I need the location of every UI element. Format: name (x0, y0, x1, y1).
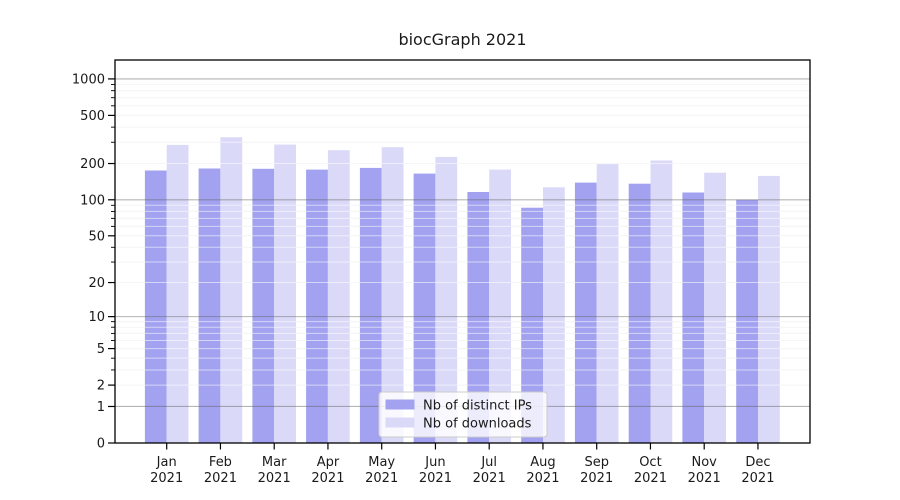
x-tick-label-year-feb: 2021 (204, 471, 237, 486)
x-tick-label-year-apr: 2021 (311, 471, 344, 486)
x-tick-label-month-jul: Jul (480, 455, 497, 470)
bar-downloads-jan (166, 144, 189, 443)
bar-downloads-apr (327, 150, 350, 443)
y-tick-label-20: 20 (88, 276, 105, 291)
y-tick-label-0: 0 (97, 437, 105, 452)
bar-downloads-aug (543, 187, 565, 443)
bar-distinct-ips-sep (574, 182, 597, 443)
x-tick-label-year-jun: 2021 (419, 471, 452, 486)
x-tick-label-month-may: May (368, 455, 395, 470)
y-tick-label-100: 100 (80, 193, 105, 208)
y-tick-label-500: 500 (80, 109, 105, 124)
x-tick-label-month-feb: Feb (209, 455, 232, 470)
bar-downloads-feb (220, 137, 243, 443)
bar-distinct-ips-oct (628, 183, 651, 443)
bar-distinct-ips-jun (413, 173, 436, 443)
legend-label-distinct-ips: Nb of distinct IPs (423, 399, 532, 414)
x-tick-label-month-jan: Jan (156, 455, 177, 470)
x-tick-label-year-mar: 2021 (258, 471, 291, 486)
bar-downloads-sep (596, 164, 619, 443)
legend: Nb of distinct IPs Nb of downloads (378, 391, 548, 438)
bar-downloads-oct (650, 160, 673, 443)
x-tick-label-year-dec: 2021 (741, 471, 774, 486)
gridline-overlays (115, 78, 810, 408)
y-axis: 0 1 2 5 10 20 50 100 200 500 1000 (72, 72, 115, 452)
y-tick-label-1: 1 (97, 400, 105, 415)
y-tick-label-10: 10 (88, 310, 105, 325)
bar-downloads-dec (758, 175, 780, 443)
bar-distinct-ips-feb (198, 168, 221, 443)
bar-distinct-ips-jul (467, 192, 490, 443)
x-tick-label-year-jul: 2021 (473, 471, 506, 486)
bar-distinct-ips-jan (144, 170, 167, 443)
bar-distinct-ips-nov (682, 192, 705, 443)
bar-downloads-jul (489, 169, 511, 443)
x-tick-label-month-mar: Mar (262, 455, 287, 470)
x-tick-label-year-sep: 2021 (580, 471, 613, 486)
x-tick-label-year-jan: 2021 (150, 471, 183, 486)
bar-distinct-ips-may (359, 167, 382, 443)
y-tick-label-5: 5 (97, 342, 105, 357)
y-tick-label-200: 200 (80, 157, 105, 172)
x-tick-label-month-nov: Nov (692, 455, 718, 470)
x-axis: Jan2021Feb2021Mar2021Apr2021May2021Jun20… (150, 443, 774, 486)
legend-label-downloads: Nb of downloads (423, 417, 532, 432)
x-tick-label-month-jun: Jun (424, 455, 445, 470)
legend-box (378, 391, 548, 438)
y-tick-label-2: 2 (97, 379, 105, 394)
x-tick-label-month-aug: Aug (530, 455, 555, 470)
x-tick-label-month-sep: Sep (584, 455, 609, 470)
bar-downloads-jun (435, 156, 458, 443)
bar-distinct-ips-aug (521, 207, 543, 443)
x-tick-label-month-dec: Dec (745, 455, 770, 470)
bar-downloads-nov (704, 172, 726, 443)
x-tick-label-month-apr: Apr (317, 455, 340, 470)
x-tick-label-month-oct: Oct (639, 455, 661, 470)
x-tick-label-year-may: 2021 (365, 471, 398, 486)
legend-swatch-downloads (385, 417, 415, 428)
x-tick-label-year-oct: 2021 (634, 471, 667, 486)
y-tick-label-1000: 1000 (72, 72, 105, 87)
bar-distinct-ips-mar (252, 168, 275, 444)
bar-distinct-ips-apr (306, 169, 328, 443)
x-tick-label-year-nov: 2021 (688, 471, 721, 486)
bar-downloads-mar (274, 144, 296, 443)
plot-border (114, 59, 811, 444)
x-tick-label-year-aug: 2021 (526, 471, 559, 486)
bar-downloads-may (381, 147, 404, 443)
legend-swatch-distinct-ips (385, 399, 415, 410)
chart-title: biocGraph 2021 (398, 30, 526, 49)
y-tick-label-50: 50 (88, 229, 105, 244)
